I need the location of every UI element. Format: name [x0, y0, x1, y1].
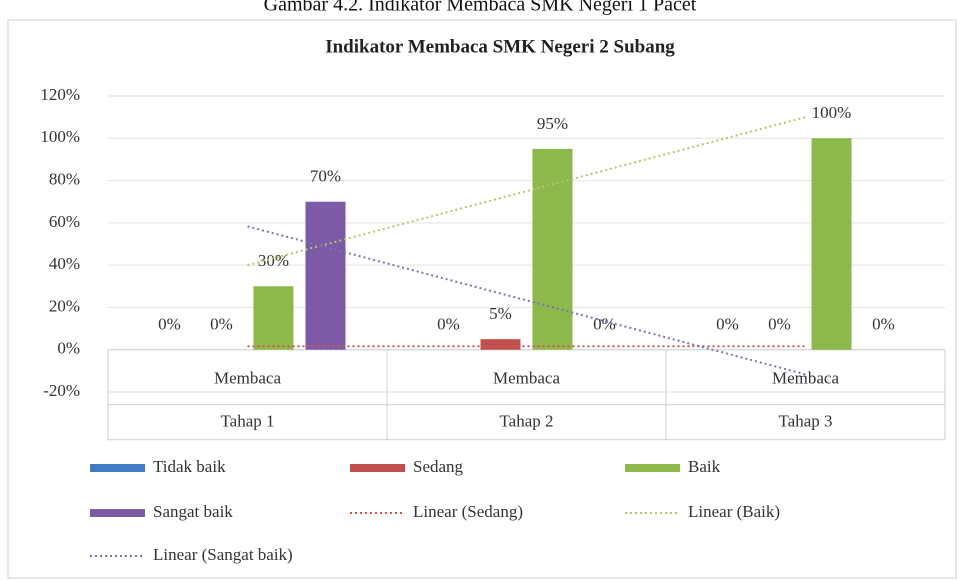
x-group-label: Tahap 3 [778, 412, 832, 431]
legend-label: Tidak baik [153, 457, 226, 476]
legend-label: Linear (Sangat baik) [153, 545, 293, 564]
data-label: 100% [812, 103, 852, 122]
data-label: 95% [537, 114, 568, 133]
y-tick-label: 20% [49, 296, 80, 315]
x-tick-label: Membaca [772, 369, 839, 388]
bar [532, 148, 573, 350]
data-label: 0% [716, 315, 739, 334]
bar [305, 201, 346, 350]
data-label: 70% [310, 167, 341, 186]
data-label: 0% [437, 315, 460, 334]
legend-label: Baik [688, 457, 721, 476]
legend-swatch [90, 509, 145, 517]
caption: Gambar 4.2. Indikator Membaca SMK Negeri… [264, 0, 697, 16]
y-tick-label: 100% [40, 127, 80, 146]
legend-label: Linear (Sedang) [413, 502, 523, 521]
x-group-label: Tahap 2 [499, 412, 553, 431]
y-tick-label: 0% [57, 339, 80, 358]
y-tick-label: 120% [40, 85, 80, 104]
data-label: 5% [489, 304, 512, 323]
y-tick-label: 40% [49, 254, 80, 273]
data-label: 0% [593, 315, 616, 334]
y-tick-label: 80% [49, 169, 80, 188]
trendline [247, 225, 806, 376]
data-label: 0% [872, 315, 895, 334]
y-tick-label: 60% [49, 212, 80, 231]
legend-swatch [350, 464, 405, 472]
x-tick-label: Membaca [493, 369, 560, 388]
data-label: 0% [158, 315, 181, 334]
legend-label: Linear (Baik) [688, 502, 780, 521]
chart-title: Indikator Membaca SMK Negeri 2 Subang [325, 36, 675, 57]
legend-label: Sangat baik [153, 502, 233, 521]
trendline [247, 116, 806, 267]
bar [480, 339, 521, 350]
y-tick-label: -20% [43, 381, 80, 400]
legend-swatch [90, 464, 145, 472]
x-tick-label: Membaca [214, 369, 281, 388]
legend-label: Sedang [413, 457, 464, 476]
data-label: 0% [210, 315, 233, 334]
bar [811, 138, 852, 350]
bar [253, 286, 294, 350]
chart-frame [7, 19, 957, 579]
legend-swatch [625, 464, 680, 472]
data-label: 0% [768, 315, 791, 334]
x-group-label: Tahap 1 [220, 412, 274, 431]
